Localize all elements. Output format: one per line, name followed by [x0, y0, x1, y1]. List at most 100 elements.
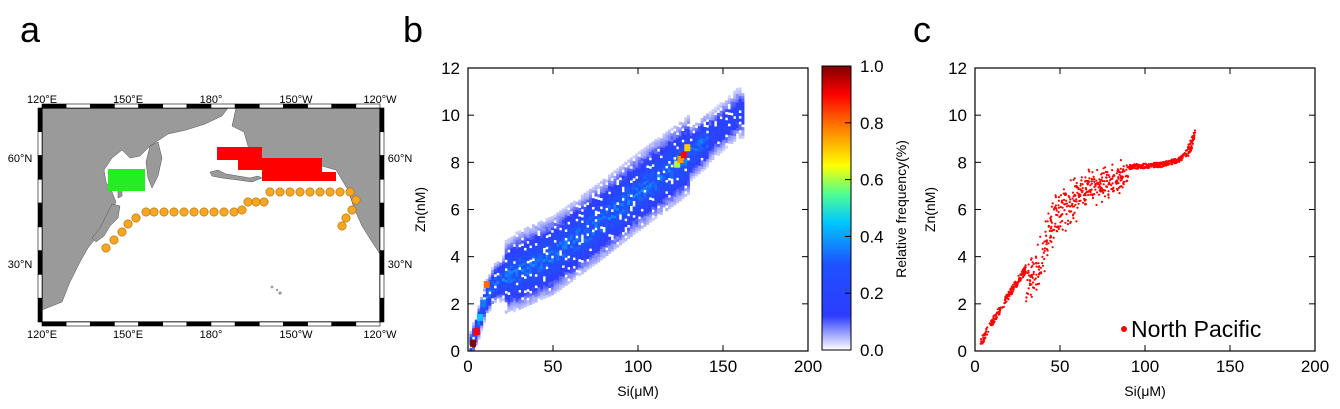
- heatmap-cell: [523, 292, 527, 297]
- heatmap-cell: [491, 272, 495, 276]
- heatmap-cell: [651, 152, 655, 156]
- heatmap-cell: [624, 192, 628, 197]
- heatmap-cell: [638, 173, 642, 177]
- heatmap-cell: [643, 167, 647, 171]
- heatmap-cell: [526, 286, 530, 290]
- heatmap-cell: [583, 192, 587, 196]
- heatmap-cell: [602, 238, 606, 242]
- heatmap-cell: [531, 286, 535, 290]
- heatmap-cell: [648, 191, 652, 195]
- heatmap-cell: [537, 221, 541, 225]
- heatmap-cell: [518, 250, 522, 254]
- heatmap-cell: [654, 213, 658, 217]
- heatmap-cell: [659, 141, 663, 145]
- heatmap-cell: [651, 206, 655, 210]
- heatmap-cell: [651, 200, 655, 204]
- heatmap-cell: [548, 270, 552, 274]
- heatmap-cell: [665, 137, 669, 141]
- heatmap-cell: [640, 171, 644, 176]
- heatmap-cell: [695, 136, 699, 140]
- heatmap-cell: [716, 146, 720, 150]
- scatter-point: [1064, 202, 1067, 205]
- heatmap-cell: [551, 266, 555, 270]
- heatmap-cell: [659, 169, 663, 173]
- heatmap-cell: [616, 190, 620, 194]
- heatmap-cell: [624, 178, 628, 182]
- heatmap-cell: [556, 286, 560, 290]
- heatmap-cell: [512, 266, 516, 270]
- y-tick-label: 0: [451, 342, 460, 361]
- heatmap-cell: [621, 217, 625, 221]
- heatmap-cell: [670, 189, 674, 194]
- land-asia: [42, 108, 229, 311]
- scatter-point: [1119, 179, 1122, 182]
- scatter-point: [1035, 273, 1038, 276]
- heatmap-cell: [529, 239, 533, 243]
- heatmap-cell: [578, 233, 582, 237]
- heatmap-cell: [613, 221, 617, 225]
- heatmap-cell: [621, 206, 625, 210]
- scatter-point: [1025, 292, 1028, 295]
- heatmap-cell: [531, 227, 535, 231]
- heatmap-cell: [733, 138, 737, 142]
- heatmap-cell: [474, 322, 478, 326]
- scatter-point: [1156, 161, 1159, 164]
- heatmap-cell: [499, 273, 503, 278]
- heatmap-cell: [719, 150, 723, 154]
- heatmap-cell: [485, 278, 489, 282]
- heatmap-cell: [670, 170, 674, 174]
- heatmap-cell: [640, 220, 644, 224]
- heatmap-cell: [534, 262, 538, 266]
- heatmap-cell: [608, 231, 612, 235]
- heatmap-cell: [613, 241, 617, 245]
- heatmap-cell: [586, 193, 590, 197]
- heatmap-cell: [708, 136, 712, 140]
- heatmap-cell: [654, 210, 658, 214]
- heatmap-cell: [657, 151, 661, 155]
- heatmap-cell: [556, 220, 560, 225]
- heatmap-cell: [537, 275, 541, 279]
- heatmap-cell: [659, 158, 663, 162]
- heatmap-cell: [738, 124, 742, 128]
- heatmap-cell: [657, 211, 661, 215]
- heatmap-cell: [480, 322, 484, 326]
- scatter-point: [1012, 283, 1015, 286]
- heatmap-cell: [659, 177, 663, 182]
- heatmap-cell: [553, 285, 557, 289]
- heatmap-cell: [526, 246, 530, 250]
- heatmap-cell: [545, 223, 549, 227]
- heatmap-cell: [515, 259, 519, 263]
- heatmap-cell: [610, 214, 614, 218]
- scatter-point: [1106, 171, 1109, 174]
- heatmap-cell: [695, 153, 699, 157]
- x-tick-label: 100: [624, 357, 652, 376]
- heatmap-cell: [648, 211, 652, 215]
- heatmap-cell: [676, 137, 680, 142]
- scatter-point: [1030, 295, 1033, 298]
- heatmap-cell: [706, 161, 710, 165]
- heatmap-cell: [738, 90, 742, 94]
- heatmap-cell: [711, 114, 715, 118]
- heatmap-cell: [619, 219, 623, 223]
- scatter-point: [1042, 251, 1045, 254]
- heatmap-cell: [613, 229, 617, 233]
- heatmap-cell: [553, 262, 557, 266]
- heatmap-cell: [632, 231, 636, 235]
- heatmap-cell: [493, 291, 497, 295]
- heatmap-cell: [667, 140, 671, 145]
- scatter-point: [1067, 195, 1070, 198]
- heatmap-cell: [583, 235, 587, 239]
- heatmap-cell: [616, 233, 620, 237]
- heatmap-cell: [521, 291, 525, 295]
- scatter-point: [1098, 178, 1101, 181]
- heatmap-cell: [483, 311, 487, 315]
- heatmap-cell: [545, 277, 549, 281]
- heatmap-cell: [687, 126, 691, 130]
- heatmap-cell: [580, 211, 584, 215]
- heatmap-cell: [678, 175, 682, 179]
- heatmap-cell: [567, 272, 571, 276]
- heatmap-cell: [597, 194, 601, 198]
- heatmap-cell: [708, 131, 712, 135]
- heatmap-cell: [616, 199, 620, 203]
- heatmap-cell: [638, 165, 642, 169]
